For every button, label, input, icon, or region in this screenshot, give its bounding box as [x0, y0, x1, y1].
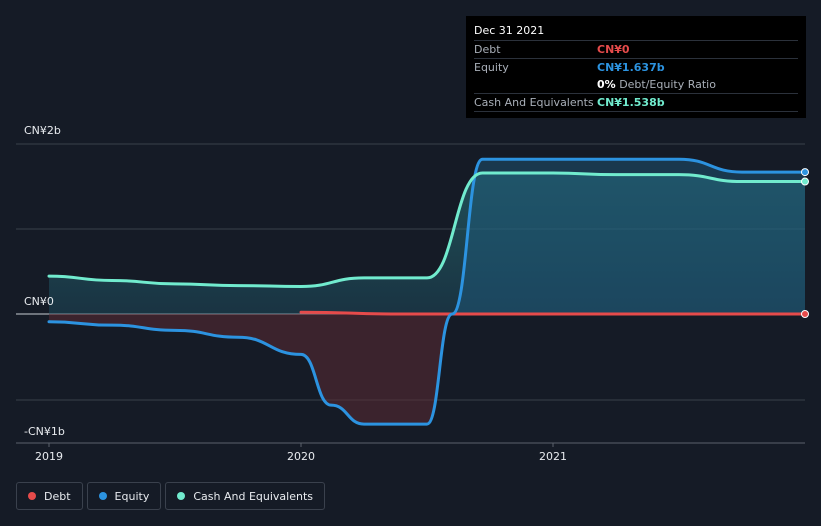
tooltip-ratio-value: 0%: [597, 78, 616, 91]
legend-item-equity[interactable]: Equity: [86, 482, 162, 510]
series-endpoint-cash-and-equivalents[interactable]: [801, 177, 809, 186]
x-tick-label: 2021: [539, 450, 567, 463]
tooltip-panel: Dec 31 2021 Debt CN¥0 Equity CN¥1.637b 0…: [466, 16, 806, 118]
tooltip-row-equity: Equity CN¥1.637b: [474, 58, 798, 76]
equity-negative-area: [49, 314, 453, 425]
series-endpoint-debt[interactable]: [801, 310, 809, 318]
tooltip-row-ratio: 0% Debt/Equity Ratio: [474, 76, 798, 93]
y-tick-label: -CN¥1b: [24, 425, 65, 438]
tooltip-row-debt: Debt CN¥0: [474, 40, 798, 58]
legend-dot-icon: [28, 492, 36, 500]
equity-positive-area: [452, 159, 805, 314]
legend-label: Cash And Equivalents: [193, 489, 313, 503]
legend-item-cash[interactable]: Cash And Equivalents: [165, 482, 325, 510]
tooltip-value: CN¥1.538b: [597, 96, 665, 109]
y-tick-label: CN¥0: [24, 295, 54, 308]
legend-item-debt[interactable]: Debt: [16, 482, 83, 510]
chart-legend: Debt Equity Cash And Equivalents: [16, 482, 325, 510]
tooltip-value: CN¥0: [597, 43, 630, 56]
series-line-equity: [47, 157, 807, 426]
legend-dot-icon: [177, 492, 186, 500]
tooltip-label: Debt: [474, 43, 501, 56]
tooltip-row-cash: Cash And Equivalents CN¥1.538b: [474, 93, 798, 112]
tooltip-label: Cash And Equivalents: [474, 96, 594, 109]
legend-label: Debt: [44, 489, 71, 503]
series-line-cash-and-equivalents: [47, 171, 807, 288]
series-line-debt: [299, 310, 807, 316]
legend-dot-icon: [98, 492, 107, 500]
cash-area: [49, 172, 805, 314]
tooltip-label-spacer: [474, 76, 597, 93]
tooltip-value: CN¥1.637b: [597, 61, 665, 74]
legend-label: Equity: [114, 489, 150, 503]
y-tick-label: CN¥2b: [24, 124, 61, 137]
x-tick-label: 2020: [287, 450, 315, 463]
tooltip-label: Equity: [474, 61, 509, 74]
tooltip-ratio-label: Debt/Equity Ratio: [619, 78, 716, 91]
tooltip-date: Dec 31 2021: [474, 24, 545, 37]
x-tick-label: 2019: [35, 450, 63, 463]
series-endpoint-equity[interactable]: [801, 168, 809, 177]
